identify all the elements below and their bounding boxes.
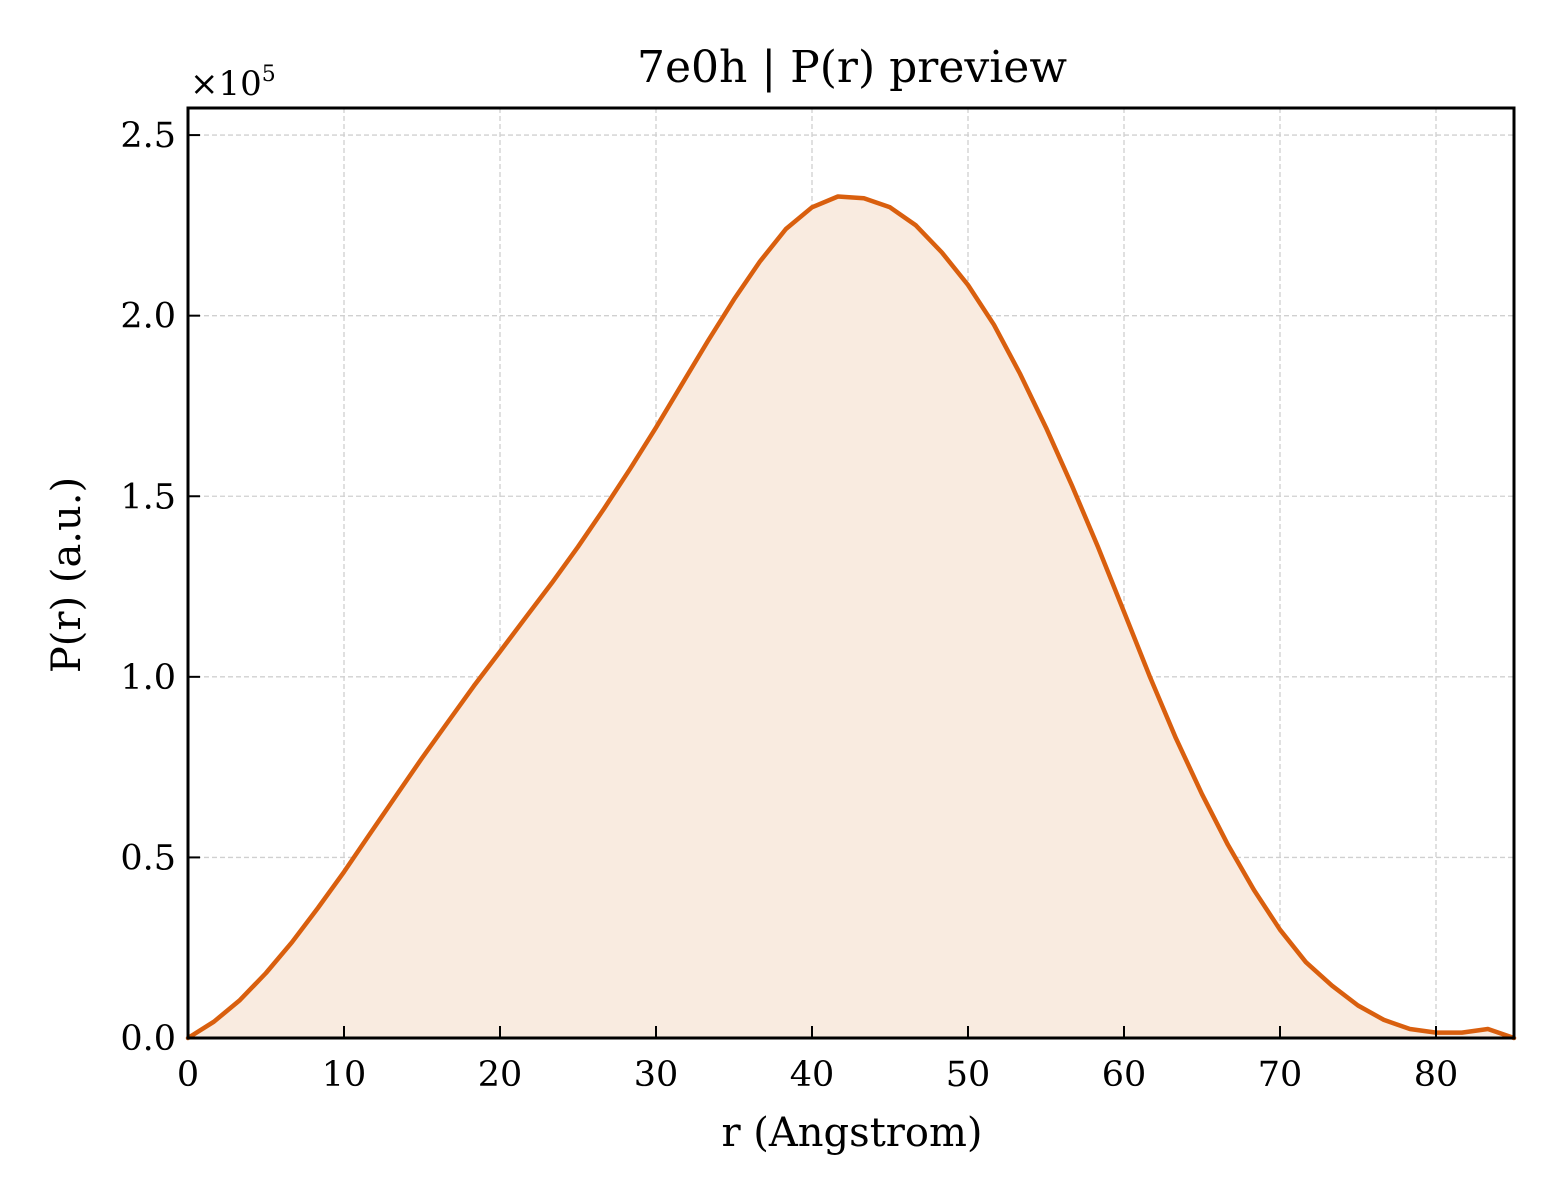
y-tick-label: 0.5 [120, 838, 176, 878]
x-tick-label: 80 [1414, 1055, 1459, 1095]
series-line-layer [185, 194, 1517, 1041]
x-tick-label: 10 [322, 1055, 367, 1095]
y-tick-label: 1.0 [120, 658, 176, 698]
x-tick-label: 30 [634, 1055, 679, 1095]
area-fill-layer [188, 196, 1514, 1038]
series-line [185, 194, 1517, 1041]
x-tick-label: 20 [478, 1055, 523, 1095]
y-tick-label: 2.5 [120, 116, 176, 156]
ticks [187, 134, 1437, 1039]
x-tick-label: 60 [1102, 1055, 1147, 1095]
y-tick-label: 2.0 [120, 297, 176, 337]
chart-title: 7e0h | P(r) preview [637, 42, 1067, 93]
y-axis-multiplier-base: ×10 [190, 64, 262, 104]
y-axis-label: P(r) (a.u.) [44, 477, 90, 673]
y-axis-multiplier-exponent: 5 [262, 62, 276, 87]
x-tick-label: 0 [177, 1055, 199, 1095]
plot-frame [186, 106, 1516, 1040]
x-tick-label: 40 [790, 1055, 835, 1095]
y-tick-label: 1.5 [120, 477, 176, 517]
x-tick-label: 70 [1258, 1055, 1303, 1095]
tick-labels: 0 10 20 30 40 50 60 70 80 0.0 0.5 1.0 1.5 2.0 2.5 [120, 116, 1458, 1095]
x-axis-label: r (Angstrom) [721, 1110, 982, 1156]
series-area-fill [188, 196, 1514, 1038]
x-tick-label: 50 [946, 1055, 991, 1095]
y-axis-multiplier: ×105 [190, 62, 276, 104]
y-tick-label: 0.0 [120, 1019, 176, 1059]
